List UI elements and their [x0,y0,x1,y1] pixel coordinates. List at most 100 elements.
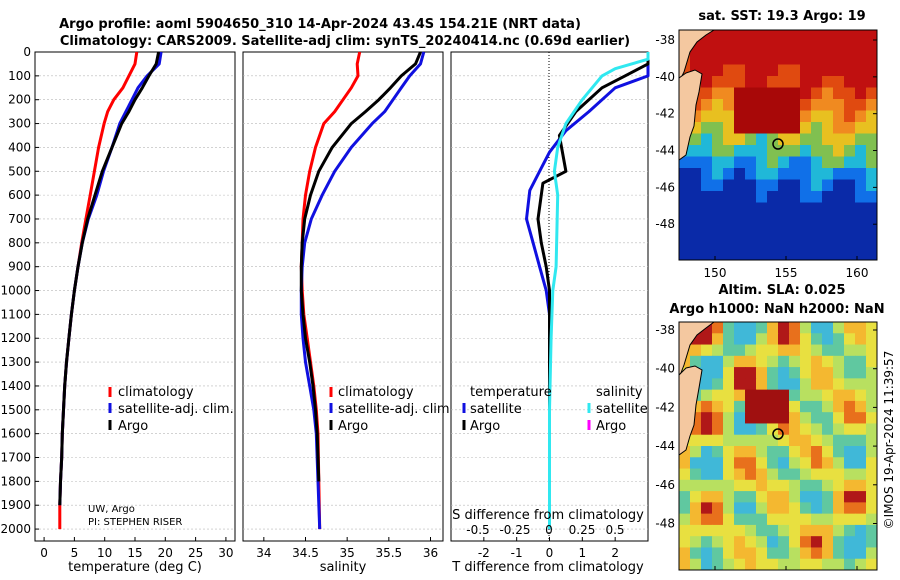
sst-pixel [789,64,801,77]
sla-pixel [866,536,878,548]
sla-pixel [712,344,724,357]
sla-pixel [855,446,867,458]
sst-pixel [690,110,702,123]
sst-pixel [690,145,702,157]
sst-pixel [745,53,757,65]
sla-pixel [701,367,713,379]
sla-pixel [690,468,702,481]
legend-label-climatology: climatology [338,385,414,400]
sla-pixel [811,536,823,548]
sst-pixel [723,179,735,192]
sst-pixel [756,53,768,65]
sla-pixel [789,367,801,379]
sst-pixel [723,30,735,42]
sla-pixel [855,524,867,537]
sla-pixel [800,367,812,379]
sla-pixel [789,479,801,492]
sla-pixel [866,322,878,334]
sst-pixel [723,53,735,65]
sla-pixel [778,412,790,424]
sst-pixel [734,133,746,146]
sst-pixel [844,122,856,134]
sst-pixel [855,110,867,123]
y-tick-label: 1300 [0,355,31,369]
sla-pixel [745,547,757,560]
sla-pixel [833,333,845,346]
sst-pixel [690,53,702,65]
sst-pixel [734,179,746,192]
sst-pixel [855,156,867,169]
sst-pixel [800,202,812,215]
sst-pixel [811,248,823,261]
legend-label-satellite: satellite-adj. clim. [338,402,454,417]
sst-pixel [767,76,779,88]
sst-pixel [844,64,856,77]
sst-pixel [855,202,867,215]
sst-pixel [712,64,724,77]
sla-pixel [800,547,812,560]
sla-pixel [800,524,812,537]
sst-pixel [767,30,779,42]
sst-pixel [778,179,790,192]
sst-pixel [690,156,702,169]
sla-pixel [844,389,856,402]
sst-pixel [844,156,856,169]
sla-pixel [756,479,768,492]
temperature-axes-box [34,51,236,542]
sst-pixel [756,237,768,249]
difference-xlabel: T difference from climatology [451,560,644,575]
sla-pixel [690,434,702,447]
sla-pixel [712,400,724,413]
sst-pixel [690,122,702,134]
x-tick-label: 2 [611,546,619,560]
sst-pixel [822,156,834,169]
y-tick-label: 600 [8,188,31,202]
sst-pixel [866,179,878,192]
sla-pixel [844,400,856,413]
sst-pixel [833,225,845,238]
sla-pixel [679,502,691,515]
sla-pixel [866,434,878,447]
sla-pixel [800,468,812,481]
sla-pixel [866,547,878,560]
sla-pixel [756,558,768,571]
sst-pixel [690,237,702,249]
sla-pixel [745,513,757,526]
sst-pixel [701,41,713,54]
sst-pixel [734,248,746,261]
sla-pixel [723,322,735,334]
y-tick-label: 1200 [0,331,31,345]
sla-pixel [844,355,856,368]
sst-pixel [778,202,790,215]
sst-pixel [723,76,735,88]
sst-pixel [778,214,790,226]
sst-pixel [734,110,746,123]
sla-pixel [811,400,823,413]
sla-pixel [789,513,801,526]
sst-pixel [712,145,724,157]
sla-pixel [811,468,823,481]
sla-pixel [767,468,779,481]
map-y-tick-label: -46 [655,478,675,492]
sst-pixel [756,30,768,42]
sla-pixel [789,502,801,515]
sst-pixel [855,168,867,180]
sla-pixel [833,491,845,503]
sst-pixel [723,248,735,261]
sst-pixel [811,30,823,42]
sla-pixel [712,434,724,447]
sst-pixel [701,64,713,77]
sst-pixel [756,110,768,123]
sst-pixel [745,156,757,169]
sla-pixel [734,378,746,391]
series-line-s-satellite [548,52,650,530]
sst-pixel [789,225,801,238]
sst-pixel [723,191,735,203]
sst-pixel [800,168,812,180]
sla-pixel [844,547,856,560]
y-tick-label: 1800 [0,474,31,488]
sla-pixel [712,513,724,526]
sst-pixel [778,248,790,261]
sst-pixel [855,64,867,77]
sla-pixel [690,412,702,424]
